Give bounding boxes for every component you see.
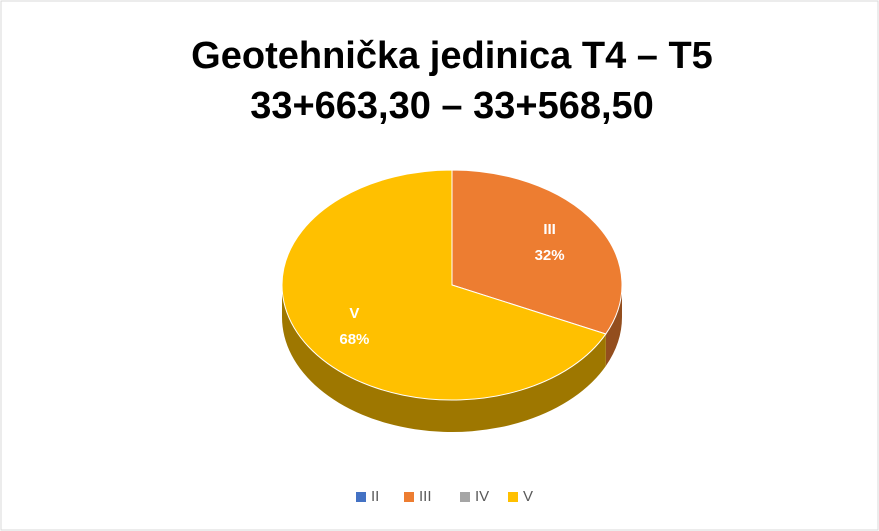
data-label: 68% (339, 331, 369, 348)
pie-slice (281, 169, 607, 401)
legend-swatch (460, 492, 470, 502)
legend-label: V (523, 488, 533, 505)
legend-label: II (371, 488, 379, 505)
chart-title: 33+663,30 – 33+568,50 (250, 85, 654, 127)
legend-swatch (356, 492, 366, 502)
data-label-category: V (349, 305, 359, 322)
data-label: 32% (535, 247, 565, 264)
legend-swatch (508, 492, 518, 502)
data-label-category: III (543, 221, 556, 238)
legend-label: IV (475, 488, 489, 505)
pie-slice (451, 169, 623, 335)
legend-swatch (404, 492, 414, 502)
pie-slice-side (605, 285, 622, 366)
chart-title: Geotehnička jedinica T4 – T5 (191, 35, 713, 77)
legend-label: III (419, 488, 432, 505)
pie-slice-side (282, 285, 606, 433)
